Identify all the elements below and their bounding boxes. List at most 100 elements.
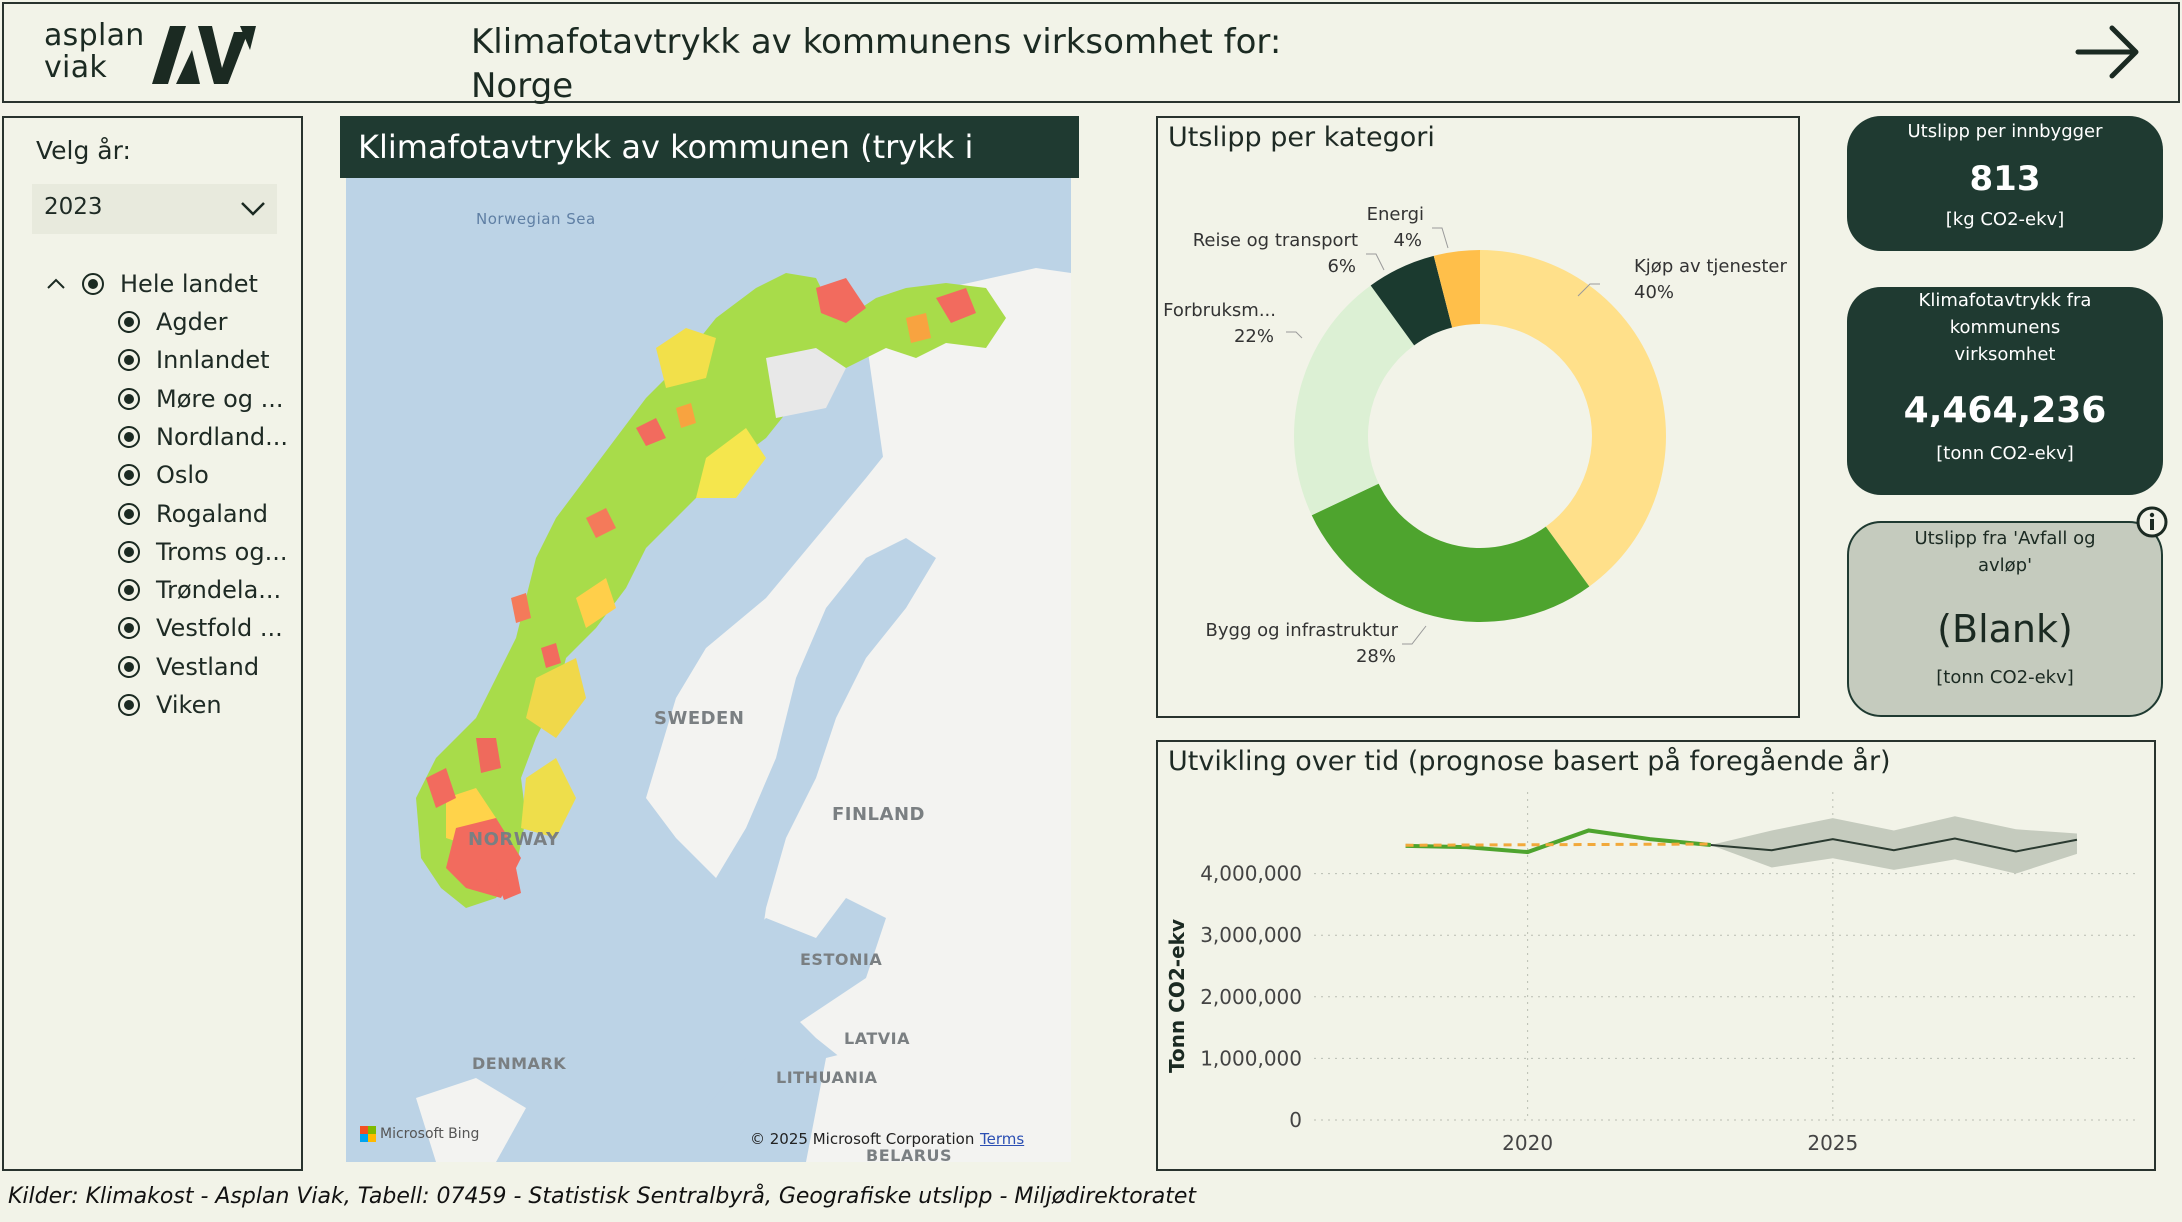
map-canvas (416, 268, 1071, 1162)
trend-chart-title: Utvikling over tid (prognose basert på f… (1168, 746, 1891, 777)
donut-leader-line (1286, 331, 1303, 339)
donut-slice[interactable] (1311, 483, 1590, 622)
kpi-total-title: Klimafotavtrykk fra kommunens virksomhet (1918, 290, 2092, 365)
sources-footer: Kilder: Klimakost - Asplan Viak, Tabell:… (8, 1184, 1196, 1209)
logo-line2: viak (44, 50, 108, 85)
donut-slice-pct: 6% (1327, 256, 1356, 277)
radio-icon (118, 694, 140, 716)
year-dropdown[interactable]: 2023 (32, 184, 277, 234)
x-tick-label: 2025 (1807, 1131, 1858, 1155)
radio-icon (118, 464, 140, 487)
region-label: Vestfold ... (156, 614, 283, 643)
map-terms-link[interactable]: Terms (980, 1130, 1025, 1148)
map-label-latvia: LATVIA (844, 1029, 910, 1048)
donut-slice-label: Reise og transport (1193, 230, 1358, 251)
radio-icon (118, 655, 140, 678)
map-label-lithuania: LITHUANIA (776, 1068, 878, 1087)
kpi-per-capita-value: 813 (1969, 159, 2041, 199)
radio-icon (118, 425, 140, 448)
map-copyright: © 2025 Microsoft Corporation (750, 1130, 975, 1148)
kpi-waste-value: (Blank) (1937, 607, 2073, 651)
donut-slice[interactable] (1480, 250, 1666, 587)
radio-icon (118, 349, 140, 372)
x-tick-label: 2020 (1502, 1131, 1553, 1155)
region-item[interactable]: Vestland (118, 651, 259, 683)
y-tick-label: 1,000,000 (1200, 1046, 1302, 1070)
region-label: Agder (156, 308, 228, 336)
region-item[interactable]: Nordland... (118, 421, 288, 453)
chevron-up-icon[interactable] (44, 274, 68, 294)
donut-title: Utslipp per kategori (1168, 122, 1435, 153)
y-tick-label: 4,000,000 (1200, 862, 1302, 886)
bing-text: Microsoft Bing (380, 1126, 480, 1142)
kpi-waste-title: Utslipp fra 'Avfall og avløp' (1914, 528, 2096, 576)
radio-icon (118, 502, 140, 525)
donut-chart[interactable]: Kjøp av tjenester 40% Bygg og infrastruktu… (1158, 118, 1798, 716)
region-item[interactable]: Innlandet (118, 344, 270, 376)
logo-line1: asplan (44, 18, 145, 53)
y-tick-label: 3,000,000 (1200, 923, 1302, 947)
region-item[interactable]: Viken (118, 689, 222, 721)
year-value: 2023 (44, 194, 103, 220)
radio-icon (118, 579, 140, 602)
title-line1: Klimafotavtrykk av kommunens virksomhet … (471, 22, 1282, 62)
map-title: Klimafotavtrykk av kommunen (trykk i kar… (340, 116, 1079, 228)
donut-slice[interactable] (1294, 285, 1415, 516)
donut-leader-line (1577, 283, 1600, 297)
donut-slice-label: Energi (1367, 204, 1424, 225)
region-item[interactable]: Vestfold ... (118, 612, 283, 644)
donut-slice-label: Forbruksm... (1163, 300, 1276, 321)
trend-chart-panel: Utvikling over tid (prognose basert på f… (1156, 740, 2156, 1171)
kpi-waste-card: Utslipp fra 'Avfall og avløp' (Blank) [t… (1847, 521, 2163, 717)
title-municipality: Norge (471, 66, 574, 106)
donut-slice-pct: 4% (1393, 230, 1422, 251)
map-label-finland: FINLAND (832, 804, 925, 825)
trend-chart[interactable]: 0 1,000,000 2,000,000 3,000,000 4,000,000 202… (1158, 742, 2154, 1169)
kpi-total-unit: [tonn CO2-ekv] (1936, 443, 2074, 464)
radio-icon (82, 273, 104, 295)
map-label-denmark: DENMARK (472, 1054, 567, 1073)
donut-slice-label: Kjøp av tjenester (1634, 256, 1787, 277)
kpi-total-value: 4,464,236 (1903, 390, 2107, 431)
donut-leader-line (1402, 625, 1427, 645)
donut-slice-pct: 40% (1634, 282, 1674, 303)
kpi-per-capita-unit: [kg CO2-ekv] (1945, 209, 2065, 230)
region-item[interactable]: Trøndela... (118, 574, 281, 606)
radio-icon (118, 387, 140, 410)
donut-slice[interactable] (1370, 255, 1453, 346)
region-item[interactable]: Oslo (118, 459, 209, 491)
kpi-waste-unit: [tonn CO2-ekv] (1936, 667, 2074, 688)
region-label: Troms og... (156, 537, 288, 566)
info-icon[interactable] (2136, 506, 2168, 538)
donut-slice-pct: 22% (1234, 326, 1274, 347)
region-label: Møre og ... (156, 384, 284, 413)
region-label: Innlandet (156, 346, 270, 375)
region-label: Rogaland (156, 499, 269, 528)
map-label-estonia: ESTONIA (800, 950, 883, 969)
map-label-sweden: SWEDEN (654, 708, 745, 729)
actual-line[interactable] (1405, 828, 1711, 855)
region-label: Trøndela... (156, 576, 282, 605)
region-item[interactable]: Troms og... (118, 536, 287, 568)
page-title: Klimafotavtrykk av kommunens virksomhet … (471, 20, 1281, 108)
radio-icon (118, 311, 140, 333)
donut-slice[interactable] (1433, 250, 1480, 328)
municipality-map[interactable]: Norwegian Sea SWEDEN FINLAND NORWAY ESTO… (346, 178, 1071, 1162)
trend-line (1405, 842, 1711, 847)
region-label: Hele landet (120, 270, 258, 298)
region-label: Vestland (156, 652, 260, 681)
region-item[interactable]: Agder (118, 306, 228, 338)
region-item-hele-landet[interactable]: Hele landet (82, 268, 258, 300)
region-item[interactable]: Møre og ... (118, 383, 284, 415)
kpi-total-card: Klimafotavtrykk fra kommunens virksomhet… (1847, 287, 2163, 495)
forecast-line[interactable] (1710, 837, 2078, 853)
arrow-right-icon[interactable] (2074, 22, 2144, 82)
radio-icon (118, 540, 140, 563)
asplan-viak-logo-icon (152, 26, 256, 84)
region-label: Viken (156, 691, 222, 719)
map-label-norwegian-sea: Norwegian Sea (476, 210, 596, 228)
report-header: asplan viak Klimafotavtrykk av kommunens… (2, 2, 2180, 106)
donut-leader-line (1366, 253, 1385, 271)
region-item[interactable]: Rogaland (118, 498, 268, 530)
region-label: Oslo (156, 461, 209, 490)
